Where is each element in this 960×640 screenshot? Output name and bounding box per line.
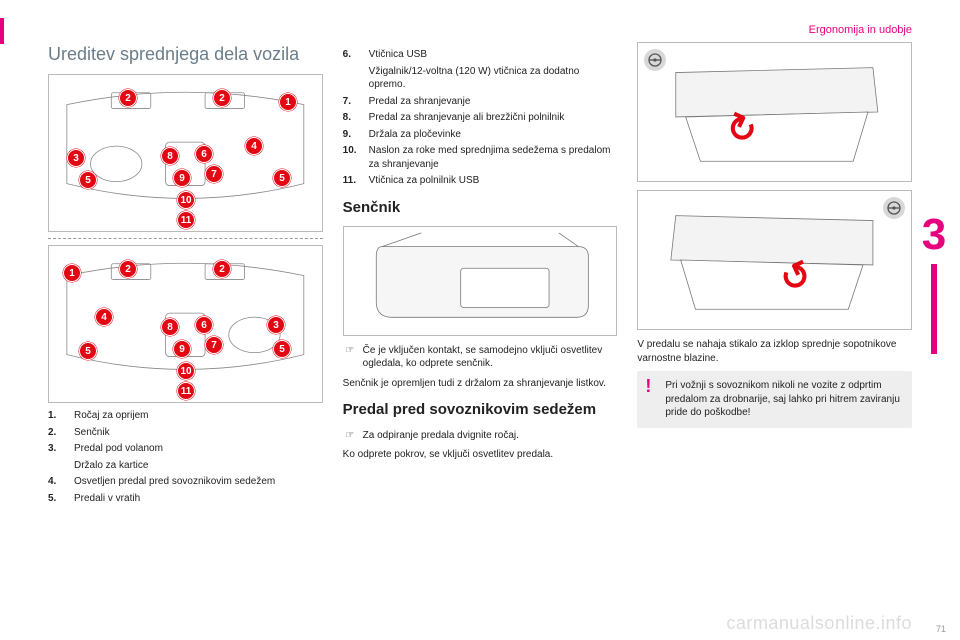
chapter-indicator: 3 [912,210,956,354]
legend-text: Vžigalnik/12-voltna (120 W) vtičnica za … [369,65,618,92]
legend-item: 3. Predal pod volanom [48,442,323,456]
legend-text: Senčnik [74,426,323,440]
legend-text: Držala za pločevinke [369,128,618,142]
legend-item: 7. Predal za shranjevanje [343,95,618,109]
visor-note-text: Če je vključen kontakt, se samodejno vkl… [363,344,618,371]
page-accent-bar [0,18,4,44]
glovebox-airbag-text: V predalu se nahaja stikalo za izklop sp… [637,338,912,365]
steering-left-icon [644,49,666,71]
page-title: Ureditev sprednjega dela vozila [48,42,323,66]
legend-item: 11. Vtičnica za polnilnik USB [343,174,618,188]
legend-text: Držalo za kartice [74,459,323,473]
legend-text: Vtičnica za polnilnik USB [369,174,618,188]
glovebox-illustration-rhd: ↻ [637,190,912,330]
legend-number: 4. [48,475,66,489]
legend-text: Predal za shranjevanje [369,95,618,109]
legend-item: 6. Vtičnica USB [343,48,618,62]
legend-number: 11. [343,174,361,188]
visor-note-2: Senčnik je opremljen tudi z držalom za s… [343,377,618,391]
visor-svg [344,227,617,335]
legend-number: 1. [48,409,66,423]
legend-item: 10. Naslon za roke med sprednjima sedežem… [343,144,618,171]
glovebox-svg [638,43,911,181]
column-2: 6. Vtičnica USB Vžigalnik/12-voltna (120 W… [343,42,618,508]
diagram-divider [48,238,323,239]
glovebox-line-1: Za odpiranje predala dvignite ročaj. [363,429,519,443]
legend-text: Osvetljen predal pred sovoznikovim sedež… [74,475,323,489]
legend-item: 9. Držala za pločevinke [343,128,618,142]
legend-item: 8. Predal za shranjevanje ali brezžični p… [343,111,618,125]
steering-right-icon [883,197,905,219]
content-columns: Ureditev sprednjega dela vozila 22138645… [48,42,912,508]
chapter-bar [931,264,937,354]
legend-number: 7. [343,95,361,109]
warning-box: ! Pri vožnji s sovoznikom nikoli ne vozi… [637,371,912,428]
legend-number: 6. [343,48,361,62]
glovebox-line-2: Ko odprete pokrov, se vključi osvetlitev… [343,448,618,462]
legend-text: Predali v vratih [74,492,323,506]
warning-text: Pri vožnji s sovoznikom nikoli ne vozite… [665,380,900,418]
legend-number [343,65,361,92]
manual-page: Ergonomija in udobje 3 Ureditev sprednje… [0,0,960,640]
legend-number: 8. [343,111,361,125]
pointer-icon: ☞ [343,429,357,443]
column-3: ↻ ↻ V predalu se nahaja stikalo za izklo… [637,42,912,508]
page-number: 71 [936,624,946,634]
legend-item: Vžigalnik/12-voltna (120 W) vtičnica za … [343,65,618,92]
glovebox-illustration-lhd: ↻ [637,42,912,182]
legend-text: Predal pod volanom [74,442,323,456]
legend-item: 1. Ročaj za oprijem [48,409,323,423]
heading-glovebox: Predal pred sovoznikovim sedežem [343,400,618,420]
legend-text: Ročaj za oprijem [74,409,323,423]
interior-diagram-rhd: 122486359751011 [48,245,323,403]
legend-list-2: 6. Vtičnica USB Vžigalnik/12-voltna (120 W… [343,48,618,188]
legend-item: 5. Predali v vratih [48,492,323,506]
glovebox-note-1: ☞ Za odpiranje predala dvignite ročaj. [343,429,618,443]
warning-icon: ! [645,379,659,393]
interior-diagram-lhd: 221386459751011 [48,74,323,232]
heading-visor: Senčnik [343,198,618,218]
section-header: Ergonomija in udobje [48,24,912,36]
legend-number [48,459,66,473]
visor-note: ☞ Če je vključen kontakt, se samodejno v… [343,344,618,371]
legend-list-1: 1. Ročaj za oprijem 2. Senčnik 3. Predal pod … [48,409,323,505]
legend-number: 3. [48,442,66,456]
legend-item: 2. Senčnik [48,426,323,440]
legend-number: 9. [343,128,361,142]
legend-item: 4. Osvetljen predal pred sovoznikovim sed… [48,475,323,489]
watermark: carmanualsonline.info [726,613,912,634]
legend-text: Predal za shranjevanje ali brezžični pol… [369,111,618,125]
legend-text: Naslon za roke med sprednjima sedežema s… [369,144,618,171]
sun-visor-illustration [343,226,618,336]
legend-number: 10. [343,144,361,171]
legend-number: 5. [48,492,66,506]
legend-item: Držalo za kartice [48,459,323,473]
legend-number: 2. [48,426,66,440]
legend-text: Vtičnica USB [369,48,618,62]
column-1: Ureditev sprednjega dela vozila 22138645… [48,42,323,508]
chapter-number: 3 [912,210,956,260]
pointer-icon: ☞ [343,344,357,371]
